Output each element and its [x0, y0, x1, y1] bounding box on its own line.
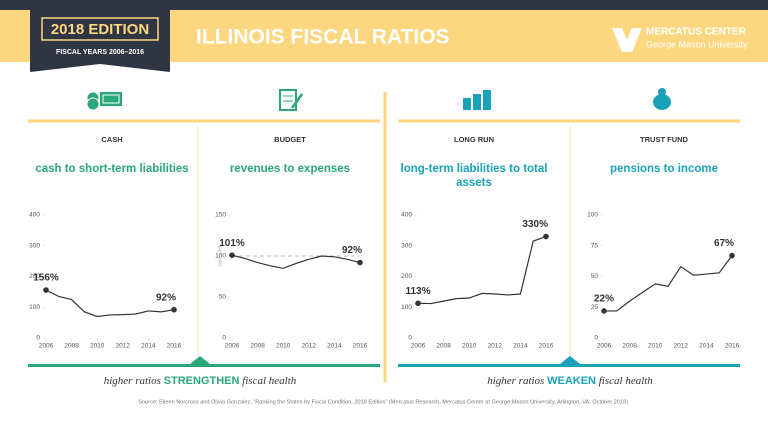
note-emphasis: WEAKEN	[547, 375, 596, 387]
footer-note: higher ratios STRENGTHEN fiscal health	[104, 375, 297, 387]
x-tick-label: 2008	[250, 343, 265, 350]
x-tick-label: 2012	[302, 343, 317, 350]
budget-icon	[279, 89, 304, 111]
y-tick-label: 100	[587, 212, 598, 219]
badge-frame	[41, 17, 159, 41]
source: Source: Eileen Norcross and Olivia Gonza…	[138, 399, 630, 405]
y-tick-label: 50	[219, 294, 227, 301]
y-tick-label: 150	[215, 212, 226, 219]
point	[543, 233, 549, 240]
y-tick-label: 75	[591, 242, 599, 249]
line	[45, 289, 175, 318]
x-tick-label: 2016	[353, 343, 368, 350]
note-text: fiscal health	[239, 375, 296, 387]
x-tick-label: 2016	[725, 343, 740, 350]
x-tick-label: 2012	[116, 343, 131, 350]
y-tick-label: 100	[29, 304, 40, 311]
value-label: 92%	[342, 245, 362, 256]
value-label: 156%	[33, 273, 59, 284]
point	[43, 287, 49, 293]
x-tick-label: 2016	[167, 343, 182, 350]
point	[415, 300, 421, 307]
value-label: 67%	[714, 238, 734, 249]
y-tick-label: 400	[29, 212, 40, 219]
years: FISCAL YEARS 2006–2016	[56, 49, 144, 56]
x-tick-label: 2012	[674, 343, 689, 350]
x-tick-label: 2010	[90, 343, 105, 350]
x-tick-label: 2006	[411, 343, 426, 350]
value-label: 92%	[156, 292, 176, 303]
chart-title: cash to short-term liabilities	[35, 163, 189, 175]
reference-label: balanced	[217, 246, 223, 267]
x-tick-label: 2006	[225, 343, 240, 350]
note-text: fiscal health	[596, 375, 653, 387]
value-label: 113%	[405, 286, 430, 297]
logo-name: MERCATUS CENTER	[646, 27, 747, 38]
x-tick-label: 2008	[64, 343, 79, 350]
chart-title: long-term liabilities to total assets	[400, 163, 548, 189]
x-tick-label: 2008	[436, 343, 451, 350]
point	[601, 308, 607, 314]
section-label: TRUST FUND	[640, 135, 688, 144]
y-tick-label: 400	[401, 212, 412, 219]
x-tick-label: 2010	[462, 343, 477, 350]
y-tick-label: 100	[401, 304, 412, 311]
x-tick-label: 2006	[39, 343, 54, 350]
line	[604, 255, 733, 312]
logo-sub: George Mason University	[646, 39, 748, 49]
top-strip	[0, 0, 768, 10]
point	[171, 306, 177, 313]
x-tick-label: 2016	[539, 343, 554, 350]
y-tick-label: 0	[36, 335, 40, 342]
x-tick-label: 2014	[327, 343, 342, 350]
x-tick-label: 2014	[699, 343, 714, 350]
note-text: higher ratios	[104, 375, 164, 387]
x-tick-label: 2010	[648, 343, 663, 350]
accent-arrow	[560, 356, 580, 364]
cash-icon	[86, 91, 122, 111]
section-label: BUDGET	[274, 135, 306, 144]
y-tick-label: 0	[222, 335, 226, 342]
note-text: higher ratios	[487, 375, 547, 387]
y-tick-label: 50	[591, 273, 599, 280]
logo-mark	[612, 28, 642, 52]
trust-fund-icon	[653, 88, 671, 110]
y-tick-label: 0	[594, 335, 598, 342]
x-tick-label: 2014	[513, 343, 528, 350]
line	[231, 254, 361, 269]
note-emphasis: STRENGTHEN	[164, 375, 240, 387]
point	[357, 259, 363, 266]
footer-note: higher ratios WEAKEN fiscal health	[487, 375, 653, 387]
y-tick-label: 0	[408, 335, 412, 342]
accent-arrow	[190, 356, 210, 364]
y-tick-label: 200	[29, 273, 40, 280]
x-tick-label: 2010	[276, 343, 291, 350]
point	[729, 252, 735, 259]
edition: 2018 EDITION	[51, 21, 149, 38]
value-label: 22%	[594, 294, 614, 305]
value-label: 330%	[522, 219, 548, 230]
accent-bar	[28, 364, 380, 367]
y-tick-label: 200	[401, 273, 412, 280]
value-label: 101%	[219, 238, 245, 249]
section-label: CASH	[101, 135, 122, 144]
chart-title: revenues to expenses	[229, 163, 351, 175]
x-tick-label: 2012	[488, 343, 503, 350]
x-tick-label: 2008	[622, 343, 637, 350]
y-tick-label: 300	[29, 242, 40, 249]
x-tick-label: 2014	[141, 343, 156, 350]
y-tick-label: 300	[401, 242, 412, 249]
long-run-icon	[463, 90, 491, 110]
section-label: LONG RUN	[454, 135, 494, 144]
y-tick-label: 100	[215, 253, 226, 260]
page-title: ILLINOIS FISCAL RATIOS	[196, 26, 450, 49]
chart-title: pensions to income	[610, 163, 718, 175]
point	[229, 252, 235, 258]
y-tick-label: 25	[591, 304, 599, 311]
line	[417, 235, 547, 305]
accent-bar	[398, 364, 740, 367]
x-tick-label: 2006	[597, 343, 612, 350]
